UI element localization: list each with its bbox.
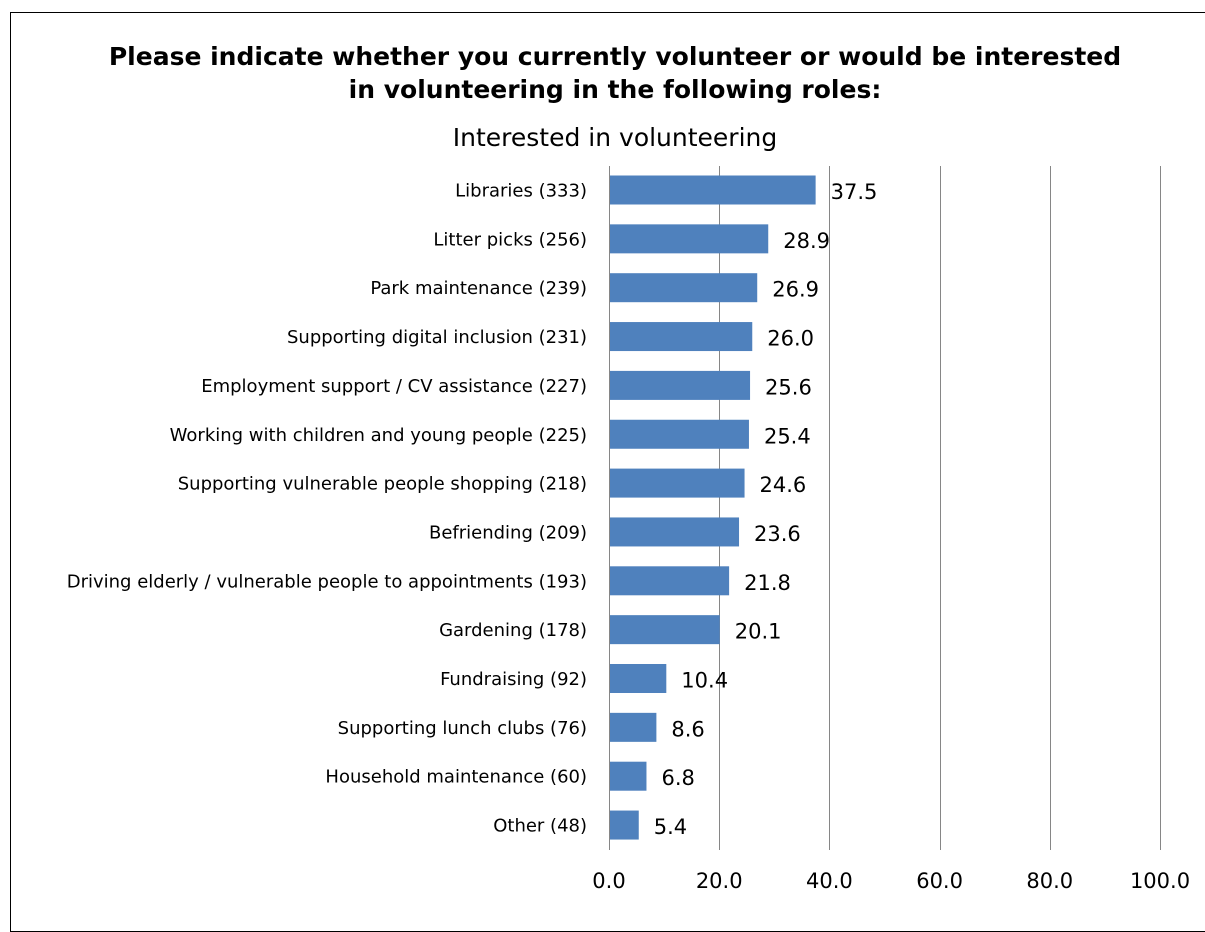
data-label: 24.6 <box>760 473 807 497</box>
data-label: 23.6 <box>754 522 801 546</box>
category-label: Park maintenance (239) <box>370 278 587 299</box>
category-label: Supporting vulnerable people shopping (2… <box>178 474 587 495</box>
x-tick-label: 20.0 <box>696 869 743 893</box>
bar <box>610 664 667 693</box>
category-label: Supporting lunch clubs (76) <box>338 718 587 739</box>
data-label: 26.0 <box>767 327 814 351</box>
category-label: Household maintenance (60) <box>325 767 587 788</box>
category-label: Other (48) <box>493 816 587 837</box>
chart-title: Please indicate whether you currently vo… <box>0 40 1205 106</box>
category-label: Befriending (209) <box>429 522 587 543</box>
chart-subtitle: Interested in volunteering <box>452 123 778 152</box>
bar <box>610 370 751 400</box>
bar <box>610 468 745 498</box>
category-label: Supporting digital inclusion (231) <box>287 327 587 348</box>
bar <box>610 761 647 791</box>
data-labels: 37.5 28.9 26.9 26.0 25.6 25.4 24.6 23.6 21.8 20.1… <box>654 180 878 839</box>
x-tick-label: 100.0 <box>1130 869 1190 893</box>
data-label: 6.8 <box>661 766 694 790</box>
category-labels: Libraries (333) Litter picks (256) Park ma… <box>67 181 587 837</box>
data-label: 25.6 <box>765 375 812 399</box>
bars <box>610 175 816 840</box>
category-label: Driving elderly / vulnerable people to a… <box>67 571 587 592</box>
bar <box>610 615 720 645</box>
gridlines <box>609 166 1161 850</box>
bar <box>610 175 816 205</box>
data-label: 25.4 <box>764 424 811 448</box>
data-label: 28.9 <box>783 229 830 253</box>
bar <box>610 566 730 596</box>
category-label: Libraries (333) <box>455 181 587 202</box>
x-tick-label: 0.0 <box>592 869 625 893</box>
category-label: Fundraising (92) <box>440 669 587 690</box>
data-label: 5.4 <box>654 815 687 839</box>
category-label: Litter picks (256) <box>433 229 587 250</box>
bar <box>610 712 657 742</box>
chart-title-line-1: Please indicate whether you currently vo… <box>108 42 1122 71</box>
category-label: Gardening (178) <box>439 620 587 641</box>
data-label: 20.1 <box>735 620 782 644</box>
bar <box>610 322 753 352</box>
data-label: 8.6 <box>671 717 704 741</box>
bar <box>610 517 740 547</box>
chart-frame <box>10 12 1205 932</box>
bar <box>610 273 758 303</box>
data-label: 10.4 <box>681 669 728 693</box>
x-tick-label: 60.0 <box>916 869 963 893</box>
bar <box>610 810 639 840</box>
data-label: 26.9 <box>772 278 819 302</box>
x-tick-label: 80.0 <box>1026 869 1073 893</box>
data-label: 21.8 <box>744 571 791 595</box>
bar <box>610 224 769 254</box>
category-label: Working with children and young people (… <box>170 425 587 446</box>
x-axis-tick-labels: 0.0 20.0 40.0 60.0 80.0 100.0 <box>592 869 1190 893</box>
category-label: Employment support / CV assistance (227) <box>201 376 587 397</box>
data-label: 37.5 <box>831 180 878 204</box>
bar <box>610 419 749 449</box>
x-tick-label: 40.0 <box>806 869 853 893</box>
chart-title-line-2: in volunteering in the following roles: <box>348 75 882 104</box>
